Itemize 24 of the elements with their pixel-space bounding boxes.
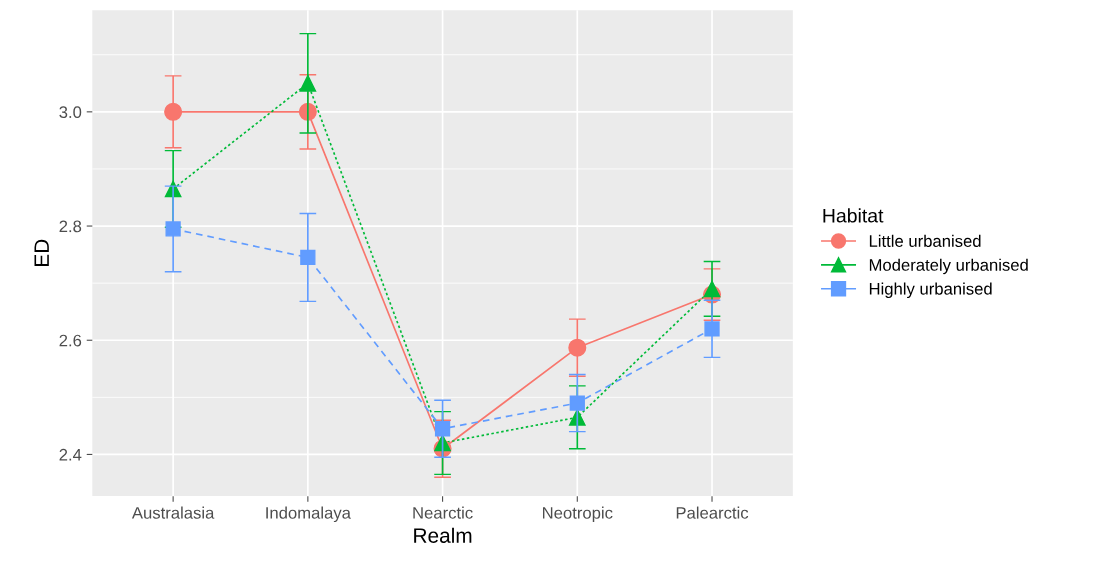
y-tick-label: 2.8 [59,220,82,233]
x-tick-label: Indomalaya [266,506,351,523]
x-axis-title: Realm [414,527,472,543]
y-axis-title: ED [34,239,49,266]
point [569,395,585,411]
legend-label: Little urbanised [869,234,981,247]
legend-label: Moderately urbanised [869,258,1028,275]
point [165,221,181,237]
point [703,280,721,298]
x-tick-label: Nearctic [413,506,473,519]
point [300,249,316,266]
y-tick-label: 2.6 [59,334,82,347]
x-tick-label: Australasia [131,506,215,519]
y-tick-label: 2.4 [59,448,82,461]
point [434,421,451,437]
point [568,338,587,357]
x-tick-label: Palearctic [676,506,749,519]
legend-title: Habitat [823,208,884,223]
legend-label: Highly urbanised [869,282,992,299]
x-tick-label: Neotropic [543,506,613,523]
point [164,102,183,121]
y-tick-label: 3.0 [59,106,82,119]
point [704,321,720,337]
point [299,74,317,92]
